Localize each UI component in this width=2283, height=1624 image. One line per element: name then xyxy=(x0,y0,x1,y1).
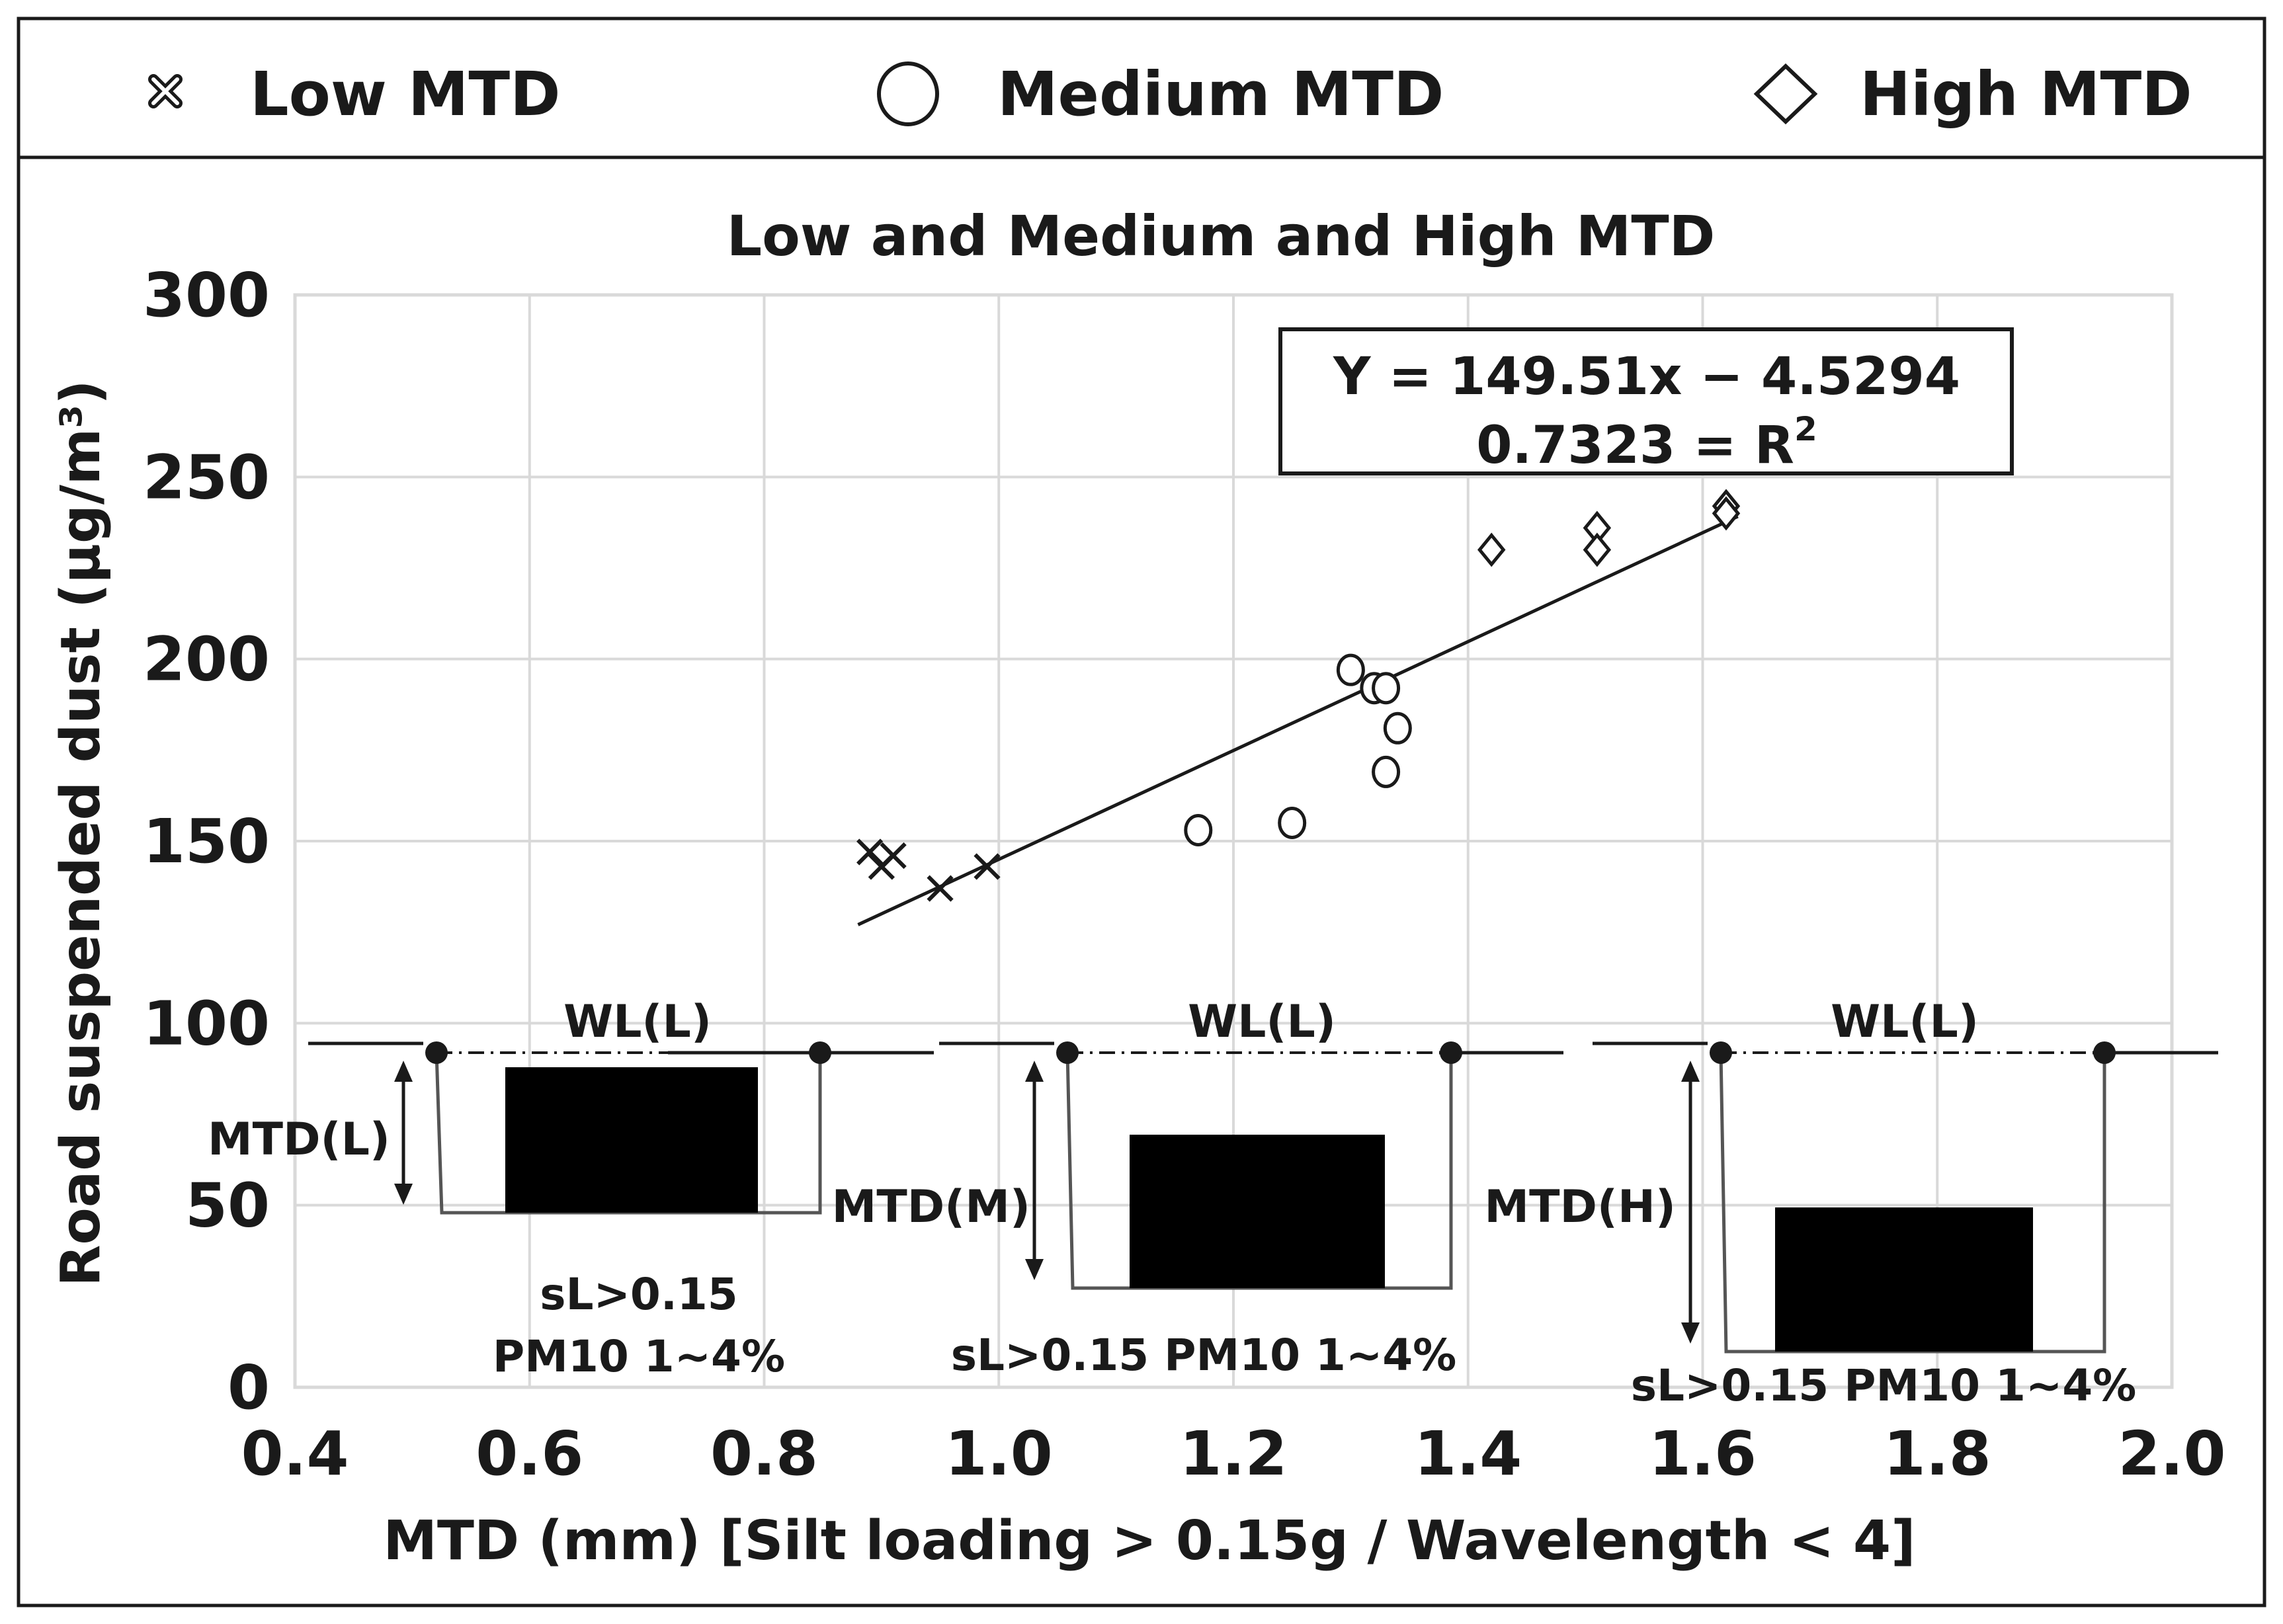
wavelength-endpoint-right xyxy=(1440,1041,1462,1064)
legend-frame xyxy=(17,17,2266,159)
r2-value: 0.7323 = R xyxy=(1476,416,1794,475)
aggregate-block xyxy=(1775,1207,2033,1352)
arrow-up-icon xyxy=(394,1061,413,1082)
x-marker-inner xyxy=(151,77,179,105)
chart-title: Low and Medium and High MTD xyxy=(727,204,1716,268)
trendline xyxy=(857,514,1739,926)
x-tick-label: 1.6 xyxy=(1649,1418,1757,1489)
medium-mtd-point xyxy=(1372,672,1401,705)
legend-label-low: Low MTD xyxy=(250,59,561,130)
high-mtd-point xyxy=(1712,496,1741,531)
silt-note: sL>0.15 PM10 1~4% xyxy=(951,1330,1457,1381)
low-mtd-point xyxy=(974,853,1001,880)
legend-item-low: Low MTD xyxy=(148,59,561,130)
mtd-label: MTD(L) xyxy=(208,1114,390,1166)
x-tick-label: 0.8 xyxy=(710,1418,818,1489)
x-tick-label: 1.8 xyxy=(1884,1418,1991,1489)
equation-box: Y = 149.51x − 4.5294 0.7323 = R2 xyxy=(1278,327,2014,475)
medium-mtd-point xyxy=(1372,755,1401,788)
wavelength-label: WL(L) xyxy=(563,996,712,1048)
circle-marker-icon xyxy=(877,61,939,126)
x-tick-label: 0.4 xyxy=(241,1418,349,1489)
equation-line: Y = 149.51x − 4.5294 xyxy=(1333,347,1960,407)
gridlines xyxy=(295,295,2172,1387)
wavelength-label: WL(L) xyxy=(1831,996,1979,1048)
equation-frame xyxy=(1278,327,2014,475)
high-mtd-point xyxy=(1477,532,1506,567)
x-tick-labels: 0.4 0.6 0.8 1.0 1.2 1.4 1.6 1.8 2.0 xyxy=(241,1418,2226,1489)
arrow-up-icon xyxy=(1681,1061,1700,1082)
low-mtd-point xyxy=(880,842,907,870)
medium-mtd-point xyxy=(1383,711,1412,745)
medium-mtd-point xyxy=(1336,653,1365,686)
legend-label-high: High MTD xyxy=(1860,59,2192,130)
y-tick-labels: 0 50 100 150 200 250 300 xyxy=(143,260,270,1423)
aggregate-block xyxy=(505,1067,758,1213)
low-mtd-point xyxy=(927,875,954,902)
x-tick-label: 1.0 xyxy=(945,1418,1053,1489)
data-points xyxy=(856,489,1741,902)
mtd-label: MTD(H) xyxy=(1484,1181,1676,1233)
diamond-marker-icon xyxy=(1753,63,1818,125)
y-axis-title: Road suspended dust (μg/m³) xyxy=(50,380,112,1286)
y-tick-label: 200 xyxy=(143,624,270,695)
low-mtd-point xyxy=(856,838,884,866)
inset-1: WL(L) MTD(L) sL>0.15 PM10 1~4% xyxy=(208,996,934,1382)
x-axis-title: MTD (mm) [Silt loading > 0.15g / Wavelen… xyxy=(383,1510,1915,1572)
insets: WL(L) MTD(L) sL>0.15 PM10 1~4% WL(L) MTD(M) sL… xyxy=(208,996,2218,1411)
r2-superscript: 2 xyxy=(1794,410,1817,448)
wavelength-endpoint-right xyxy=(2093,1041,2116,1064)
arrow-down-icon xyxy=(394,1184,413,1205)
x-tick-label: 1.2 xyxy=(1180,1418,1288,1489)
arrow-up-icon xyxy=(1025,1061,1044,1082)
r2-line: 0.7323 = R2 xyxy=(1476,410,1817,475)
high-mtd-point xyxy=(1583,532,1612,567)
y-tick-label: 100 xyxy=(143,988,270,1059)
silt-note: sL>0.15 xyxy=(540,1269,737,1320)
wavelength-endpoint-left xyxy=(425,1041,448,1064)
silt-note: sL>0.15 PM10 1~4% xyxy=(1631,1360,2137,1411)
y-tick-label: 150 xyxy=(143,806,270,877)
wavelength-label: WL(L) xyxy=(1188,996,1336,1048)
x-tick-label: 0.6 xyxy=(476,1418,583,1489)
wavelength-endpoint-left xyxy=(1710,1041,1732,1064)
legend-label-medium: Medium MTD xyxy=(997,59,1444,130)
legend: Low MTD Medium MTD High MTD xyxy=(17,17,2266,159)
y-tick-label: 0 xyxy=(228,1352,270,1423)
mtd-label: MTD(M) xyxy=(832,1181,1030,1233)
arrow-down-icon xyxy=(1681,1322,1700,1344)
x-tick-label: 1.4 xyxy=(1414,1418,1522,1489)
arrow-down-icon xyxy=(1025,1259,1044,1280)
wavelength-endpoint-right xyxy=(809,1041,831,1064)
y-tick-label: 50 xyxy=(185,1170,270,1241)
medium-mtd-point xyxy=(1184,813,1213,846)
x-tick-label: 2.0 xyxy=(2118,1418,2226,1489)
y-tick-label: 300 xyxy=(143,260,270,331)
legend-item-high: High MTD xyxy=(1753,59,2192,130)
medium-mtd-point xyxy=(1278,806,1307,839)
inset-3: WL(L) MTD(H) sL>0.15 PM10 1~4% xyxy=(1484,996,2218,1411)
y-tick-label: 250 xyxy=(143,442,270,512)
silt-note: PM10 1~4% xyxy=(493,1331,785,1382)
wavelength-endpoint-left xyxy=(1056,1041,1079,1064)
aggregate-block xyxy=(1130,1135,1385,1288)
inset-2: WL(L) MTD(M) sL>0.15 PM10 1~4% xyxy=(832,996,1563,1381)
plot-area: 0 50 100 150 200 250 300 0.4 0.6 0.8 1.0 1.2 1.4 1.6… xyxy=(143,260,2226,1489)
legend-item-medium: Medium MTD xyxy=(877,59,1444,130)
